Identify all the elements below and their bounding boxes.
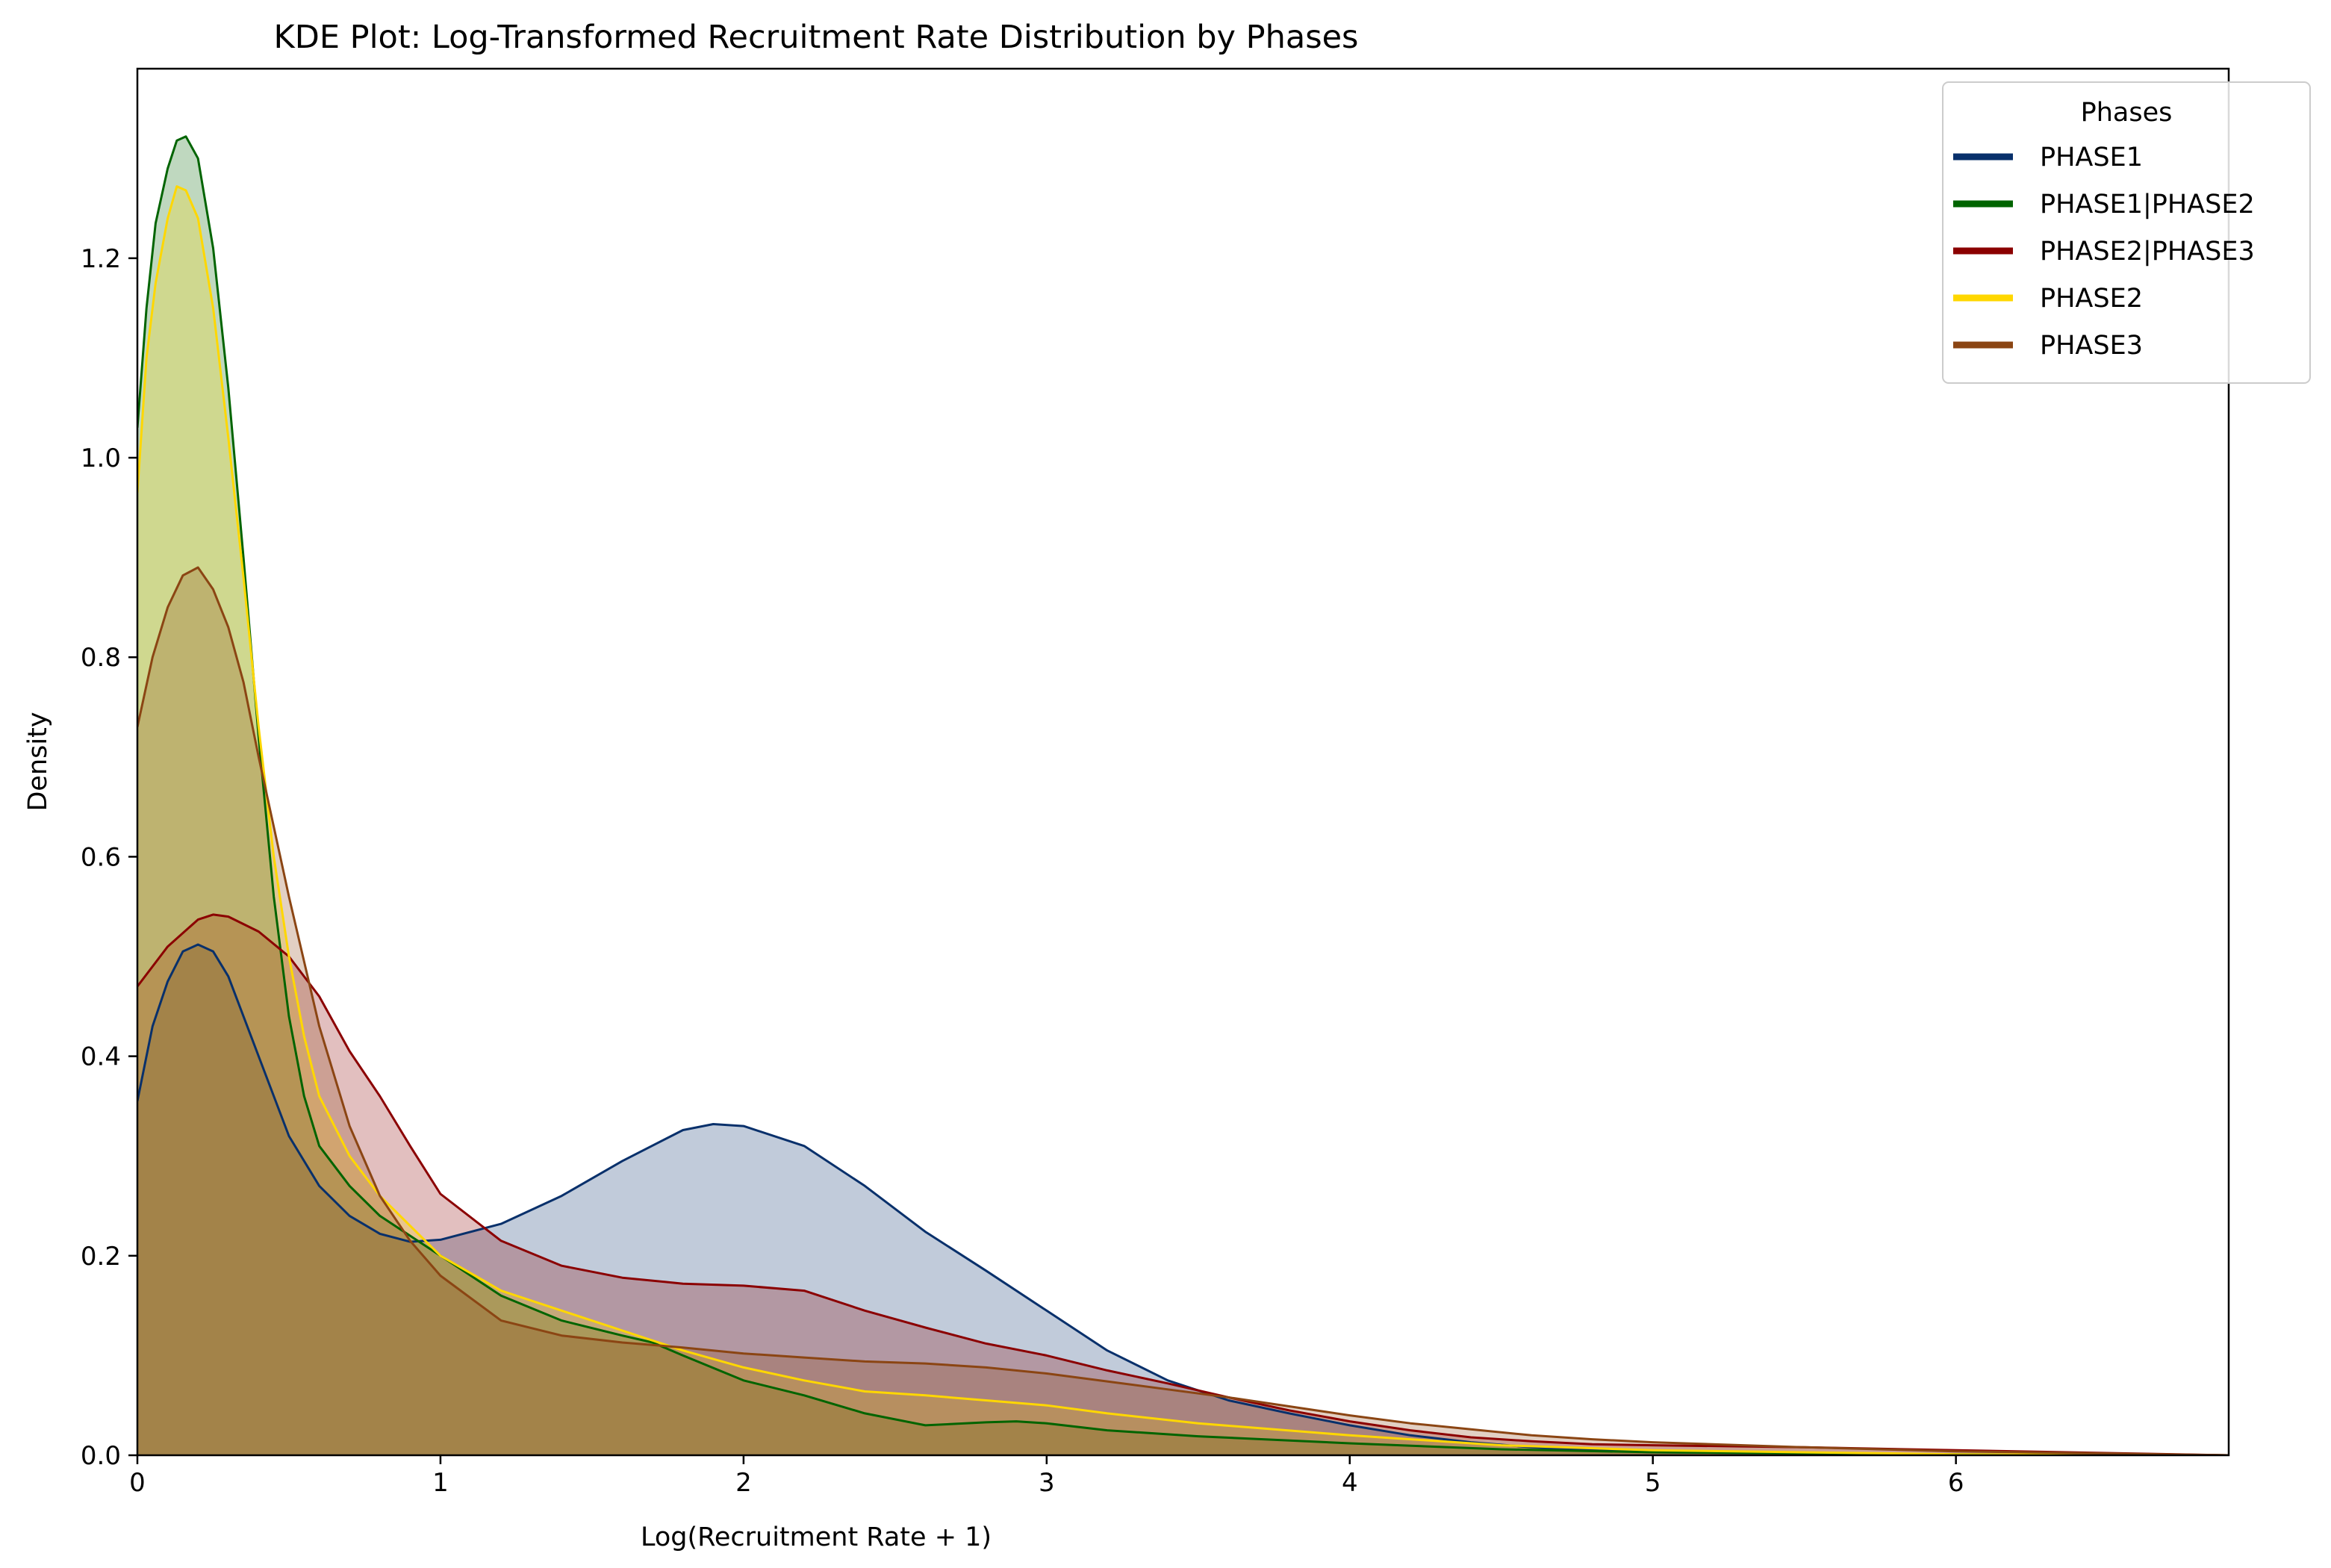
series-fill-phase3 — [137, 567, 2229, 1455]
series-group — [137, 135, 2229, 1455]
series-line-phase1-phase2 — [137, 135, 2229, 1455]
legend-label-phase1-phase2: PHASE1|PHASE2 — [2040, 190, 2255, 220]
y-tick-label: 0.2 — [81, 1242, 121, 1272]
y-tick-label: 1.2 — [81, 244, 121, 274]
legend-title: Phases — [2081, 98, 2173, 128]
plot-frame — [136, 67, 2230, 1457]
x-tick-label: 4 — [1342, 1468, 1358, 1498]
x-axis-label: Log(Recruitment Rate + 1) — [641, 1522, 992, 1552]
x-tick-label: 5 — [1645, 1468, 1661, 1498]
legend-label-phase2-phase3: PHASE2|PHASE3 — [2040, 237, 2255, 267]
legend-label-phase3: PHASE3 — [2040, 331, 2143, 361]
axes: 0 1 2 3 4 5 6 0.0 0.2 0.4 0.6 0.8 1.0 1.2 — [81, 67, 2230, 1498]
series-fill-phase1 — [137, 945, 2229, 1455]
y-tick-label: 0.0 — [81, 1441, 121, 1471]
series-fill-phase2-phase3 — [137, 914, 2229, 1455]
x-tick-label: 6 — [1948, 1468, 1964, 1498]
series-fill-phase1-phase2 — [137, 136, 2229, 1455]
series-fill-phase2 — [137, 186, 2229, 1455]
y-tick-label: 1.0 — [81, 444, 121, 473]
chart-title: KDE Plot: Log-Transformed Recruitment Ra… — [274, 19, 1359, 56]
y-tick-label: 0.6 — [81, 842, 121, 872]
x-tick-label: 0 — [129, 1468, 146, 1498]
legend: Phases PHASE1 PHASE1|PHASE2 PHASE2|PHASE3 PH… — [1942, 81, 2311, 384]
x-tick-label: 3 — [1039, 1468, 1055, 1498]
legend-box — [1942, 81, 2311, 384]
series-line-phase1 — [137, 943, 2229, 1455]
plot-area — [137, 135, 2229, 1455]
series-line-phase3 — [137, 566, 2229, 1455]
legend-label-phase1: PHASE1 — [2040, 143, 2143, 172]
x-tick-label: 1 — [432, 1468, 449, 1498]
y-axis-label: Density — [23, 712, 53, 811]
y-tick-label: 0.8 — [81, 643, 121, 673]
y-tick-label: 0.4 — [81, 1042, 121, 1072]
series-line-phase2 — [137, 185, 2229, 1455]
legend-label-phase2: PHASE2 — [2040, 284, 2143, 314]
series-line-phase2-phase3 — [137, 913, 2229, 1455]
x-tick-label: 2 — [735, 1468, 752, 1498]
